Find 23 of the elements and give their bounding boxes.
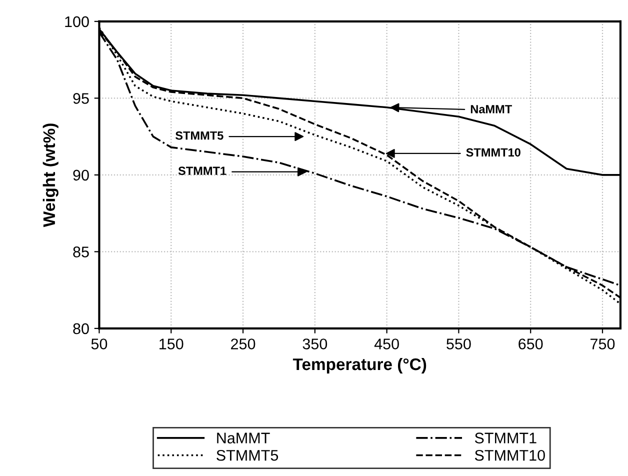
y-tick-label: 95 bbox=[73, 93, 89, 104]
y-tick-label: 85 bbox=[73, 246, 89, 258]
legend-label: NaMMT bbox=[217, 432, 270, 444]
annotation: STMMT1 bbox=[178, 166, 226, 176]
x-tick-label: 250 bbox=[231, 338, 256, 350]
y-tick-label: 100 bbox=[65, 16, 89, 28]
legend-label: STMMT1 bbox=[474, 432, 536, 444]
annotation: STMMT10 bbox=[466, 148, 520, 157]
x-tick-label: 150 bbox=[160, 338, 184, 350]
x-tick-label: 450 bbox=[374, 338, 399, 350]
annotation: STMMT5 bbox=[175, 131, 224, 140]
x-tick-label: 50 bbox=[91, 338, 108, 350]
y-tick-label: 80 bbox=[73, 323, 89, 334]
annotation: NaMMT bbox=[470, 105, 512, 114]
legend-label: STMMT10 bbox=[474, 450, 545, 461]
x-tick-label: 750 bbox=[590, 338, 615, 350]
y-tick-label: 90 bbox=[73, 170, 89, 181]
y-axis-title: Weight (wt%) bbox=[42, 124, 58, 228]
x-axis-title: Temperature (°C) bbox=[292, 358, 426, 374]
x-tick-label: 550 bbox=[446, 338, 471, 350]
legend-label: STMMT5 bbox=[216, 450, 278, 461]
x-tick-label: 350 bbox=[302, 338, 328, 350]
x-tick-label: 650 bbox=[518, 338, 543, 350]
